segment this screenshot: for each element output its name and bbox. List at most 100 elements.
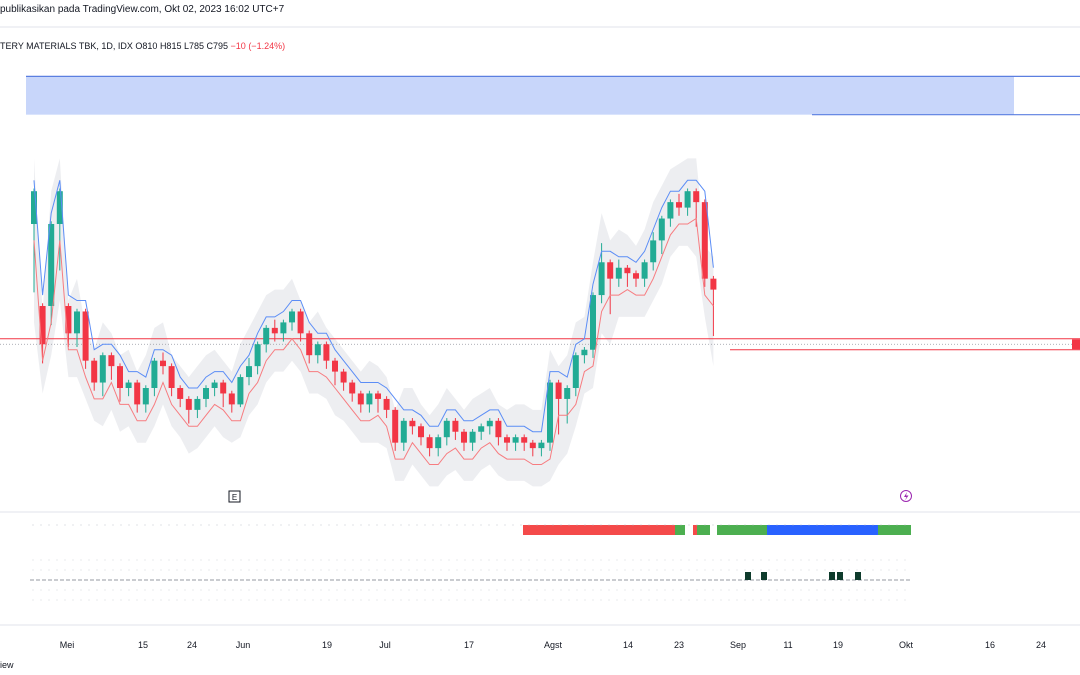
candle-body <box>581 349 588 356</box>
candle-body <box>82 311 89 361</box>
grid-dot <box>112 599 114 601</box>
signal-bar <box>837 572 843 580</box>
state-segment <box>767 525 878 535</box>
grid-dot <box>192 559 194 561</box>
candle <box>676 193 682 216</box>
background-layer <box>0 26 1080 626</box>
indicator-panes <box>30 524 911 601</box>
candle <box>82 308 89 369</box>
grid-dot <box>376 559 378 561</box>
candle <box>443 418 450 446</box>
grid-dot <box>568 599 570 601</box>
grid-dot <box>888 569 890 571</box>
candle <box>91 357 98 391</box>
ribbon-dot <box>520 524 522 526</box>
candle <box>220 379 227 408</box>
grid-dot <box>552 589 554 591</box>
grid-dot <box>312 559 314 561</box>
grid-dot <box>40 599 42 601</box>
candle <box>203 385 209 408</box>
grid-dot <box>784 599 786 601</box>
x-tick-label: 16 <box>985 640 995 650</box>
overlay-layer: E <box>33 179 912 503</box>
grid-dot <box>112 569 114 571</box>
ribbon-dot <box>280 524 282 526</box>
grid-dot <box>848 589 850 591</box>
ribbon-dot <box>496 524 498 526</box>
grid-dot <box>56 569 58 571</box>
grid-dot <box>136 569 138 571</box>
grid-dot <box>688 589 690 591</box>
candle-body <box>538 442 545 449</box>
grid-dot <box>280 559 282 561</box>
grid-dot <box>568 559 570 561</box>
ribbon-dot <box>832 524 834 526</box>
candle <box>426 434 433 457</box>
grid-dot <box>880 599 882 601</box>
x-tick-label: 14 <box>623 640 633 650</box>
grid-dot <box>312 599 314 601</box>
grid-dot <box>656 599 658 601</box>
grid-dot <box>768 599 770 601</box>
candle <box>607 259 614 315</box>
grid-dot <box>864 599 866 601</box>
grid-dot <box>240 589 242 591</box>
grid-dot <box>464 559 466 561</box>
candle <box>271 319 278 342</box>
grid-dot <box>144 569 146 571</box>
grid-dot <box>56 589 58 591</box>
candle-body <box>151 360 158 388</box>
grid-dot <box>216 589 218 591</box>
grid-dot <box>144 559 146 561</box>
ribbon-dot <box>608 524 610 526</box>
ribbon-dot <box>872 524 874 526</box>
candle <box>701 199 708 287</box>
ribbon-dot <box>128 524 130 526</box>
grid-dot <box>808 599 810 601</box>
grid-dot <box>216 559 218 561</box>
grid-dot <box>248 599 250 601</box>
grid-dot <box>72 589 74 591</box>
grid-dot <box>176 559 178 561</box>
grid-dot <box>368 589 370 591</box>
ribbon-dot <box>136 524 138 526</box>
grid-dot <box>176 599 178 601</box>
ribbon-dot <box>432 524 434 526</box>
ribbon-dot <box>776 524 778 526</box>
grid-dot <box>224 569 226 571</box>
ribbon-dot <box>312 524 314 526</box>
candle <box>108 352 115 380</box>
candle-body <box>91 360 98 383</box>
signal-bar <box>761 572 767 580</box>
candle-body <box>357 393 364 405</box>
grid-dot <box>224 599 226 601</box>
grid-dot <box>512 589 514 591</box>
grid-dot <box>408 599 410 601</box>
candle-body <box>168 366 175 388</box>
grid-dot <box>680 559 682 561</box>
ribbon-dot <box>152 524 154 526</box>
candle-body <box>39 306 46 345</box>
grid-dot <box>864 589 866 591</box>
grid-dot <box>360 559 362 561</box>
candle-body <box>332 360 338 372</box>
grid-dot <box>152 589 154 591</box>
grid-dot <box>816 559 818 561</box>
ribbon-dot <box>56 524 58 526</box>
ribbon-dot <box>504 524 506 526</box>
candle-body <box>693 191 700 203</box>
ribbon-dot <box>272 524 274 526</box>
candles-layer <box>31 188 717 457</box>
grid-dot <box>280 589 282 591</box>
candle <box>409 418 416 435</box>
candle-body <box>31 191 37 224</box>
grid-dot <box>96 559 98 561</box>
grid-dot <box>248 559 250 561</box>
grid-dot <box>160 569 162 571</box>
ribbon-dot <box>216 524 218 526</box>
symbol-line: TERY MATERIALS TBK, 1D, IDX O810 H815 L7… <box>0 41 285 51</box>
grid-dot <box>472 559 474 561</box>
grid-dot <box>616 559 618 561</box>
ribbon-dot <box>352 524 354 526</box>
